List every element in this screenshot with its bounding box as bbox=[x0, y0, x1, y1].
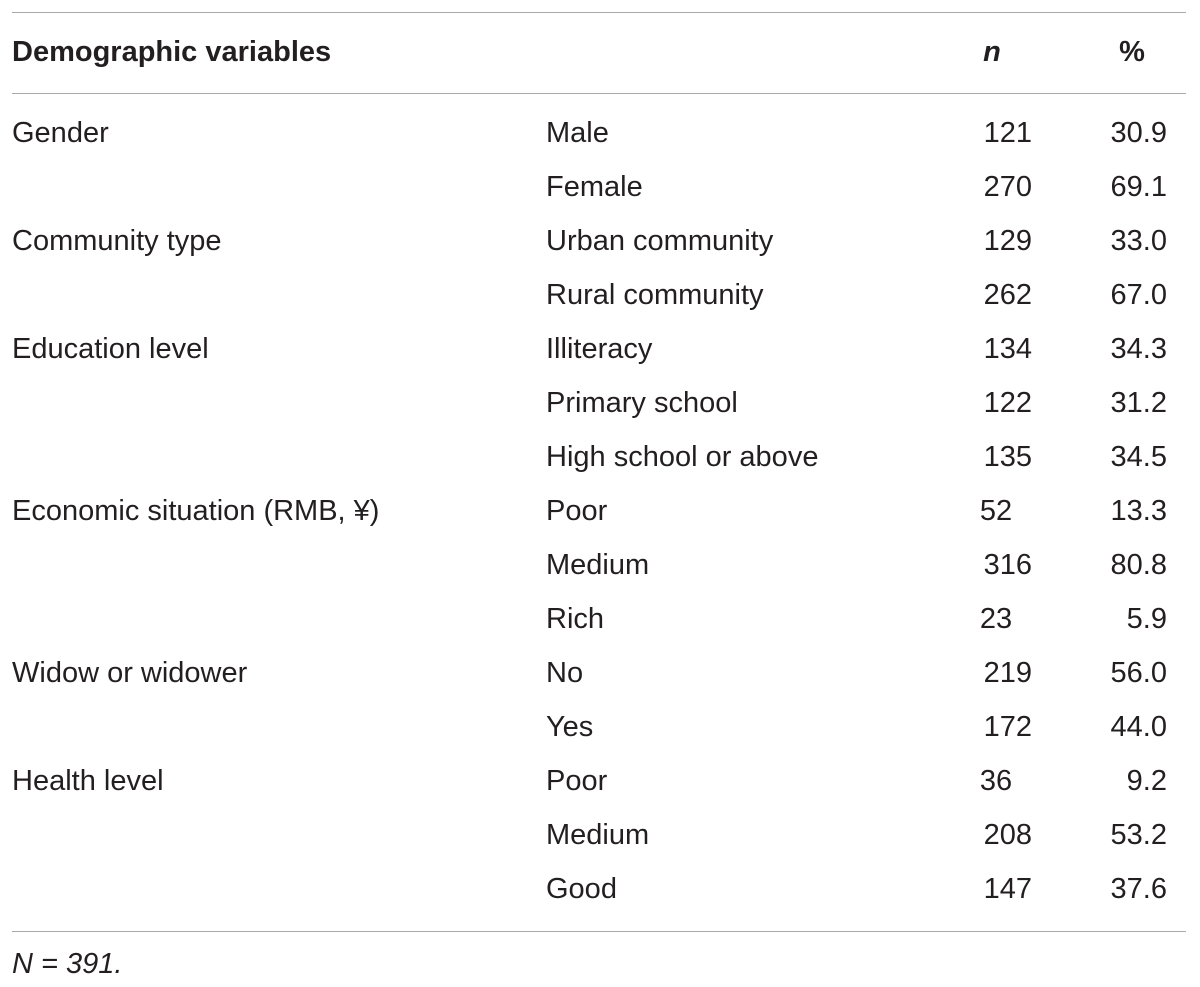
n-cell: 219 bbox=[983, 657, 1032, 689]
percent-cell: 44.0 bbox=[1110, 711, 1167, 743]
variable-cell: Economic situation (RMB, ¥) bbox=[12, 495, 380, 527]
level-cell: Medium bbox=[546, 819, 650, 851]
n-cell: 316 bbox=[983, 549, 1032, 581]
table-row: Community type Urban community 129 33.0 bbox=[12, 214, 1186, 268]
n-cell: 23 bbox=[979, 603, 1013, 635]
percent-cell: 56.0 bbox=[1110, 657, 1167, 689]
table-bottom-rule bbox=[12, 931, 1186, 932]
header-percent: % bbox=[1119, 36, 1145, 68]
n-cell: 129 bbox=[983, 225, 1032, 257]
level-cell: Primary school bbox=[546, 387, 738, 419]
table-row: Rich 23 5.9 bbox=[12, 592, 1186, 646]
level-cell: Female bbox=[546, 171, 643, 203]
variable-cell: Gender bbox=[12, 117, 109, 149]
level-cell: Yes bbox=[546, 711, 594, 743]
level-cell: Poor bbox=[546, 765, 608, 797]
level-cell: Medium bbox=[546, 549, 650, 581]
table-row: Health level Poor 36 9.2 bbox=[12, 754, 1186, 808]
variable-cell: Education level bbox=[12, 333, 209, 365]
percent-cell: 80.8 bbox=[1110, 549, 1167, 581]
table-row: Education level Illiteracy 134 34.3 bbox=[12, 322, 1186, 376]
variable-cell: Health level bbox=[12, 765, 164, 797]
level-cell: High school or above bbox=[546, 441, 819, 473]
level-cell: Illiteracy bbox=[546, 333, 653, 365]
n-cell: 121 bbox=[983, 117, 1032, 149]
percent-cell: 53.2 bbox=[1110, 819, 1167, 851]
n-cell: 147 bbox=[983, 873, 1032, 905]
percent-cell: 34.5 bbox=[1110, 441, 1167, 473]
table-body: Gender Male 121 30.9 Female 270 69.1 Com… bbox=[12, 106, 1186, 916]
level-cell: No bbox=[546, 657, 584, 689]
level-cell: Good bbox=[546, 873, 617, 905]
n-cell: 36 bbox=[979, 765, 1013, 797]
variable-cell: Widow or widower bbox=[12, 657, 248, 689]
percent-cell: 5.9 bbox=[1126, 603, 1167, 635]
level-cell: Rural community bbox=[546, 279, 764, 311]
percent-cell: 69.1 bbox=[1110, 171, 1167, 203]
table-row: Medium 316 80.8 bbox=[12, 538, 1186, 592]
n-cell: 270 bbox=[983, 171, 1032, 203]
percent-cell: 31.2 bbox=[1110, 387, 1167, 419]
n-cell: 52 bbox=[979, 495, 1013, 527]
percent-cell: 34.3 bbox=[1110, 333, 1167, 365]
table-row: Yes 172 44.0 bbox=[12, 700, 1186, 754]
n-cell: 172 bbox=[983, 711, 1032, 743]
level-cell: Urban community bbox=[546, 225, 774, 257]
table-row: High school or above 135 34.5 bbox=[12, 430, 1186, 484]
table-row: Widow or widower No 219 56.0 bbox=[12, 646, 1186, 700]
percent-cell: 67.0 bbox=[1110, 279, 1167, 311]
percent-cell: 13.3 bbox=[1110, 495, 1167, 527]
percent-cell: 9.2 bbox=[1126, 765, 1167, 797]
table-row: Good 147 37.6 bbox=[12, 862, 1186, 916]
header-n: n bbox=[983, 36, 1001, 68]
table-row: Primary school 122 31.2 bbox=[12, 376, 1186, 430]
n-cell: 122 bbox=[983, 387, 1032, 419]
table-footnote: N = 391. bbox=[12, 948, 123, 980]
table-header-rule bbox=[12, 93, 1186, 94]
table-row: Rural community 262 67.0 bbox=[12, 268, 1186, 322]
level-cell: Rich bbox=[546, 603, 605, 635]
table-row: Economic situation (RMB, ¥) Poor 52 13.3 bbox=[12, 484, 1186, 538]
table-row: Female 270 69.1 bbox=[12, 160, 1186, 214]
variable-cell: Community type bbox=[12, 225, 222, 257]
table-header: Demographic variables n % bbox=[12, 12, 1186, 93]
n-cell: 134 bbox=[983, 333, 1032, 365]
n-cell: 262 bbox=[983, 279, 1032, 311]
percent-cell: 37.6 bbox=[1110, 873, 1167, 905]
table-row: Medium 208 53.2 bbox=[12, 808, 1186, 862]
n-cell: 208 bbox=[983, 819, 1032, 851]
n-cell: 135 bbox=[983, 441, 1032, 473]
table-top-rule bbox=[12, 12, 1186, 13]
header-demographic-variables: Demographic variables bbox=[12, 36, 332, 68]
percent-cell: 30.9 bbox=[1110, 117, 1167, 149]
level-cell: Poor bbox=[546, 495, 608, 527]
percent-cell: 33.0 bbox=[1110, 225, 1167, 257]
table-row: Gender Male 121 30.9 bbox=[12, 106, 1186, 160]
level-cell: Male bbox=[546, 117, 609, 149]
